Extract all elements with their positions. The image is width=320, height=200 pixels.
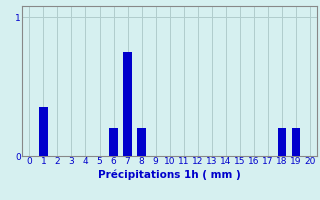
Bar — [137, 128, 146, 156]
Bar — [292, 128, 300, 156]
Bar — [277, 128, 286, 156]
X-axis label: Précipitations 1h ( mm ): Précipitations 1h ( mm ) — [98, 169, 241, 180]
Bar — [123, 52, 132, 156]
Bar — [109, 128, 118, 156]
Bar — [39, 107, 48, 156]
